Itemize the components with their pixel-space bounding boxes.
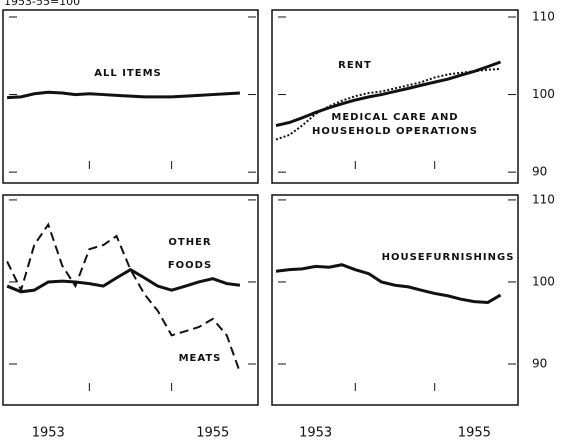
- y-tick-label: 110: [532, 192, 555, 206]
- series-label: HOUSEHOLD OPERATIONS: [312, 126, 478, 137]
- series-label: FOODS: [168, 260, 212, 271]
- series-label: OTHER: [168, 237, 211, 248]
- series-line: [275, 67, 501, 141]
- series-label: RENT: [338, 60, 372, 71]
- series-line: [7, 90, 240, 100]
- series-line: [275, 263, 502, 304]
- panel: [2, 194, 259, 406]
- panel: [271, 9, 519, 184]
- panel: [271, 194, 519, 406]
- y-tick-label: 100: [532, 87, 555, 101]
- year-label: 1953: [299, 426, 332, 441]
- year-label: 1953: [32, 426, 65, 441]
- subtitle: 1953-55=100: [4, 0, 80, 8]
- year-label: 1955: [196, 426, 229, 441]
- series-line: [275, 60, 502, 128]
- y-tick-label: 90: [532, 356, 547, 370]
- y-tick-label: 90: [532, 165, 547, 179]
- series-line: [6, 222, 241, 373]
- panel: [2, 9, 259, 184]
- series-line: [6, 267, 241, 294]
- y-tick-label: 110: [532, 9, 555, 23]
- year-label: 1955: [458, 426, 491, 441]
- series-label: MEATS: [179, 353, 222, 364]
- series-label: ALL ITEMS: [94, 68, 162, 79]
- series-label: MEDICAL CARE AND: [331, 112, 458, 123]
- y-tick-label: 100: [532, 274, 555, 288]
- series-label: HOUSEFURNISHINGS: [382, 252, 515, 263]
